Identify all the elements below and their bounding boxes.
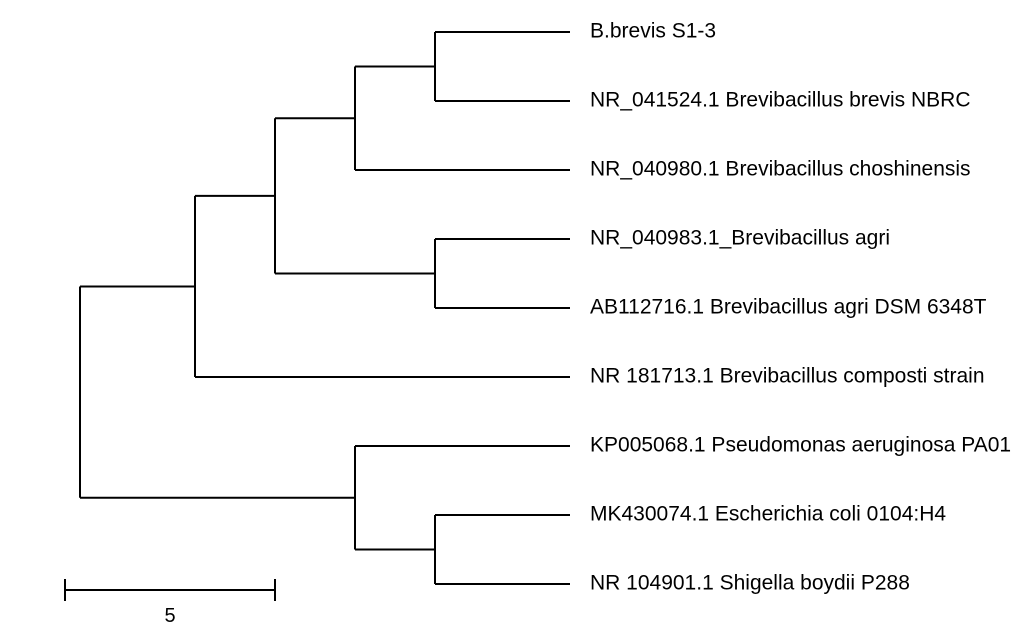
scale-bar: 5 <box>65 579 275 627</box>
phylogenetic-tree: B.brevis S1-3 NR_041524.1 Brevibacillus b… <box>0 0 1024 644</box>
tip-label: NR 104901.1 Shigella boydii P288 <box>590 572 910 595</box>
scale-bar-label: 5 <box>164 605 175 627</box>
tip-label: NR 181713.1 Brevibacillus composti strai… <box>590 365 985 388</box>
tip-label: KP005068.1 Pseudomonas aeruginosa PA01 <box>590 434 1011 457</box>
tip-label: MK430074.1 Escherichia coli 0104:H4 <box>590 503 946 526</box>
tip-label: NR_040980.1 Brevibacillus choshinensis <box>590 158 971 181</box>
tip-label: NR_041524.1 Brevibacillus brevis NBRC <box>590 89 971 112</box>
tip-label: AB112716.1 Brevibacillus agri DSM 6348T <box>590 296 987 319</box>
tip-label: B.brevis S1-3 <box>590 20 716 43</box>
tip-label: NR_040983.1_Brevibacillus agri <box>590 227 890 250</box>
